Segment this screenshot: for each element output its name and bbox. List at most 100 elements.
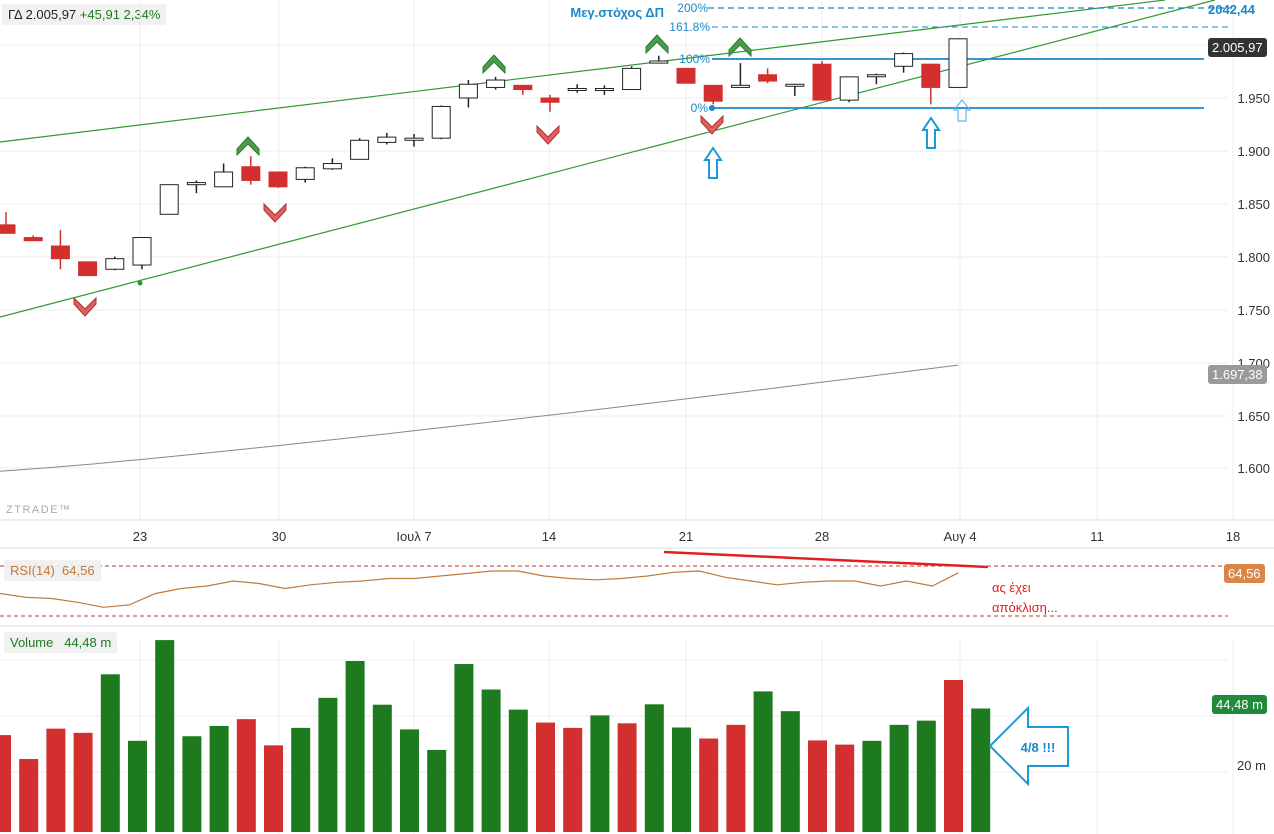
candle-body (703, 84, 723, 102)
fib-point-a (709, 105, 715, 111)
candle-body (105, 258, 125, 270)
volume-bar (508, 709, 528, 832)
sell-signal-icon (536, 124, 560, 145)
buy-signal-icon (482, 54, 506, 75)
sell-signal-icon (73, 296, 97, 317)
volume-axis-tick: 20 m (1237, 758, 1266, 773)
rsi-divergence-line (663, 550, 989, 569)
up-arrow-icon (921, 116, 941, 149)
volume-bar (916, 720, 936, 832)
volume-bar (454, 664, 474, 832)
change-value: +45,91 (79, 7, 120, 22)
rsi-line (0, 570, 959, 608)
candle-body (513, 84, 533, 91)
volume-bar (291, 727, 311, 832)
candle-body (78, 261, 98, 277)
buy-signal-icon (728, 37, 752, 58)
candle-body (540, 97, 560, 103)
volume-bar (753, 691, 773, 832)
candle-body (377, 136, 397, 143)
candle-body (622, 67, 642, 91)
volume-bar (318, 697, 338, 832)
candle-body (214, 171, 234, 188)
volume-value: 44,48 m (64, 635, 112, 650)
volume-legend: Volume 44,48 m (4, 632, 118, 653)
candle-body (458, 83, 478, 99)
volume-bar (808, 740, 827, 832)
candle-body (350, 139, 370, 160)
volume-bar (536, 722, 555, 832)
candle-body (948, 38, 968, 88)
volume-bar (944, 680, 963, 832)
price-tick-label: 1.800 (1237, 250, 1270, 265)
volume-bar (644, 704, 664, 832)
price-legend: ΓΔ 2.005,97 +45,91 2,34% (2, 4, 167, 25)
date-tick-label: 14 (542, 529, 556, 544)
candle-body (50, 245, 70, 260)
candle-body (295, 167, 315, 180)
volume-bar (345, 661, 365, 832)
candle-body (159, 184, 179, 215)
candle-body (785, 83, 805, 87)
date-tick-label: 28 (815, 529, 829, 544)
sma-badge: 1.697,38 (1208, 365, 1267, 384)
volume-panel (0, 640, 991, 832)
rsi-note-line2: απόκλιση... (992, 600, 1058, 615)
annotation-arrows (703, 99, 972, 179)
sell-signal-icon (263, 202, 287, 223)
fib-target-title: Μεγ.στόχος ΔΠ (570, 5, 664, 20)
volume-bar (155, 640, 175, 832)
rsi-badge: 64,56 (1224, 564, 1265, 583)
date-tick-label: 30 (272, 529, 286, 544)
trend-line-upper (0, 0, 1166, 143)
date-tick-label: Ιουλ 7 (396, 529, 431, 544)
price-tick-label: 1.750 (1237, 303, 1270, 318)
rsi-value: 64,56 (62, 563, 95, 578)
change-pct: 2,34% (123, 7, 161, 22)
up-arrow-icon (703, 146, 723, 179)
up-arrow-icon (952, 99, 972, 122)
volume-badge: 44,48 m (1212, 695, 1267, 714)
candle-body (594, 87, 614, 91)
volume-bar (699, 738, 719, 832)
candle-body (649, 60, 669, 64)
symbol-label: ΓΔ (8, 7, 22, 22)
target-price-label: 2042,44 (1208, 2, 1255, 17)
candle-body (241, 166, 261, 181)
candle-body (812, 63, 832, 101)
candlestick-series (0, 38, 968, 277)
volume-bar (0, 735, 11, 832)
candle-body (132, 237, 152, 266)
volume-bar (209, 725, 229, 832)
candle-body (894, 53, 914, 67)
buy-signal-icon (645, 34, 669, 55)
fib-100-label: 100% (679, 52, 710, 66)
date-tick-label: 11 (1090, 529, 1104, 544)
trend-anchor-point (137, 280, 143, 286)
left-arrow-icon (988, 705, 1069, 787)
candle-body (866, 74, 886, 78)
volume-label: Volume (10, 635, 54, 650)
price-tick-label: 1.850 (1237, 197, 1270, 212)
candle-body (758, 74, 778, 82)
last-price-badge: 2.005,97 (1208, 38, 1267, 57)
price-tick-label: 1.950 (1237, 91, 1270, 106)
candle-body (486, 79, 506, 88)
volume-bar (726, 724, 746, 832)
candle-body (730, 84, 750, 88)
last-price: 2.005,97 (25, 7, 77, 22)
date-tick-label: 21 (679, 529, 693, 544)
candle-body (186, 182, 206, 186)
volume-bar (672, 727, 691, 832)
date-axis: 23 30 Ιουλ 7 14 21 28 Αυγ 4 11 18 (133, 529, 1240, 544)
price-tick-label: 1.600 (1237, 461, 1270, 476)
volume-bar (590, 715, 610, 832)
volume-bar (617, 723, 637, 832)
volume-bar (73, 732, 93, 832)
volume-bar (19, 759, 39, 832)
candle-body (839, 76, 859, 101)
fib-0-label: 0% (691, 101, 709, 115)
